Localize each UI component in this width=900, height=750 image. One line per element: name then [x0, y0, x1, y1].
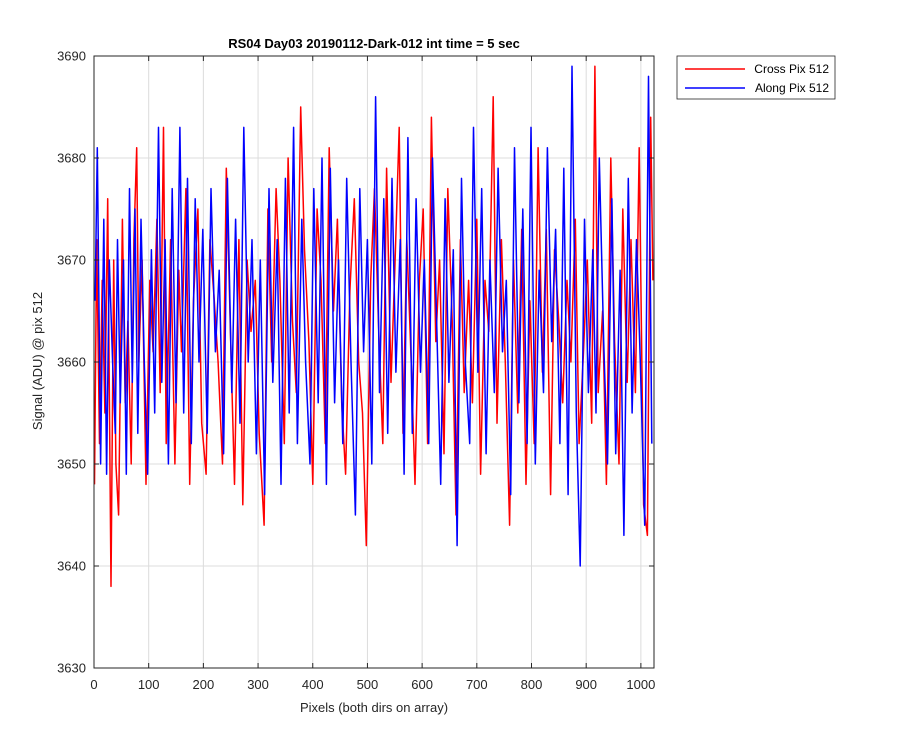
y-tick-label: 3680	[57, 151, 86, 166]
x-tick-label: 100	[138, 677, 160, 692]
series-line-cross-pix-512	[93, 65, 654, 588]
series-line-along-pix-512	[94, 65, 653, 567]
x-tick-label: 900	[575, 677, 597, 692]
y-tick-label: 3650	[57, 457, 86, 472]
y-tick-label: 3660	[57, 355, 86, 370]
series-layer	[93, 65, 654, 588]
legend: Cross Pix 512 Along Pix 512	[676, 55, 836, 100]
axis-layer: 0 100 200 300 400 500 600 700 800 900 1000 3630 3640…	[57, 49, 655, 693]
x-tick-label: 600	[411, 677, 433, 692]
x-tick-label: 200	[193, 677, 215, 692]
y-tick-label: 3640	[57, 559, 86, 574]
x-tick-label: 1000	[626, 677, 655, 692]
legend-label-along: Along Pix 512	[755, 81, 829, 95]
x-tick-label: 400	[302, 677, 324, 692]
chart-title: RS04 Day03 20190112-Dark-012 int time = …	[228, 36, 520, 51]
x-tick-label: 500	[357, 677, 379, 692]
x-tick-label: 0	[90, 677, 97, 692]
y-tick-label: 3670	[57, 253, 86, 268]
x-axis-label: Pixels (both dirs on array)	[300, 700, 448, 715]
x-tick-label: 800	[521, 677, 543, 692]
y-axis-label: Signal (ADU) @ pix 512	[30, 292, 45, 430]
legend-box	[676, 55, 836, 100]
y-tick-label: 3630	[57, 661, 86, 676]
y-tick-label: 3690	[57, 49, 86, 64]
legend-label-cross: Cross Pix 512	[754, 62, 829, 76]
x-tick-label: 300	[247, 677, 269, 692]
x-tick-label: 700	[466, 677, 488, 692]
